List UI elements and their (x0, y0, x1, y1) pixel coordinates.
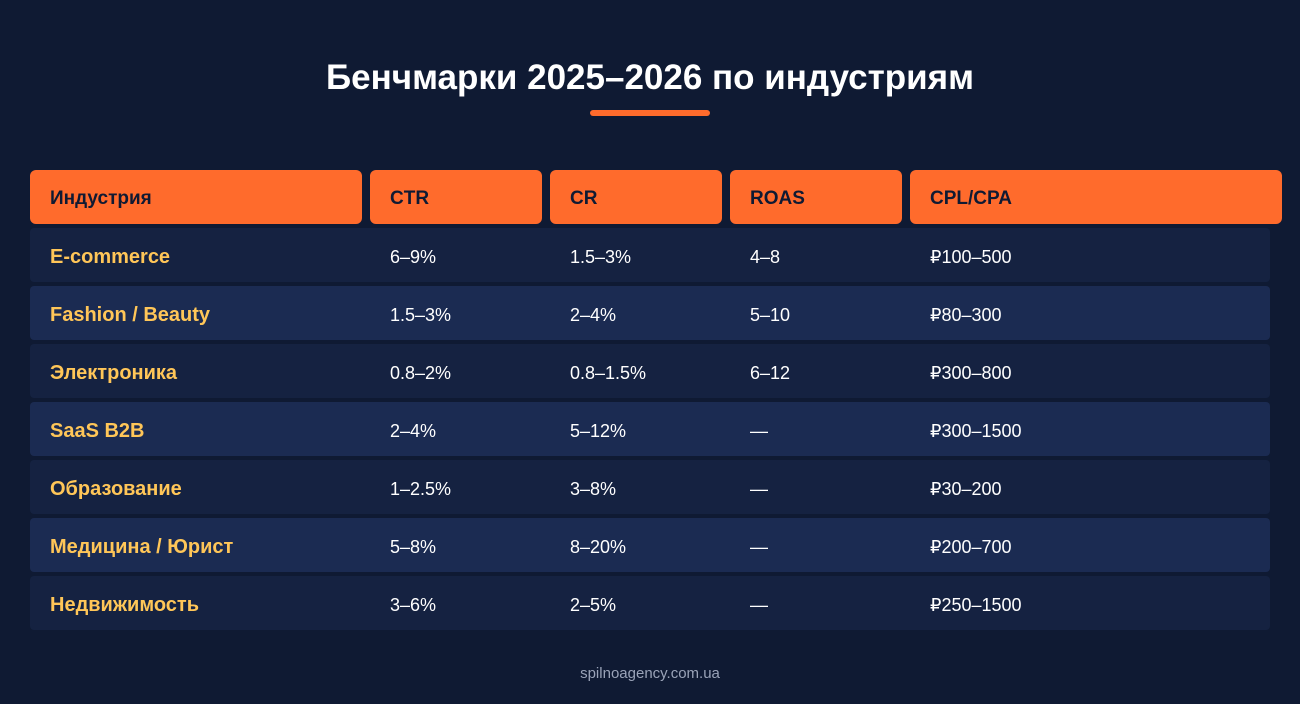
table-row: Электроника 0.8–2% 0.8–1.5% 6–12 ₽300–800 (30, 344, 1270, 398)
table-row: Образование 1–2.5% 3–8% — ₽30–200 (30, 460, 1270, 514)
cell-industry: E-commerce (50, 246, 171, 268)
cell-roas: — (750, 595, 768, 615)
cell-roas: — (750, 537, 768, 557)
cell-cr: 2–5% (570, 595, 617, 615)
cell-ctr: 5–8% (390, 537, 437, 557)
cell-roas: 4–8 (750, 247, 781, 267)
cell-cpl-cpa: ₽250–1500 (930, 595, 1022, 615)
header-roas: ROAS (730, 170, 902, 224)
cell-cr: 2–4% (570, 305, 617, 325)
table-row: Fashion / Beauty 1.5–3% 2–4% 5–10 ₽80–300 (30, 286, 1270, 340)
cell-cr: 5–12% (570, 421, 627, 441)
table-row: Медицина / Юрист 5–8% 8–20% — ₽200–700 (30, 518, 1270, 572)
cell-cpl-cpa: ₽80–300 (930, 305, 1002, 325)
table-row: Недвижимость 3–6% 2–5% — ₽250–1500 (30, 576, 1270, 630)
cell-ctr: 0.8–2% (390, 363, 452, 383)
header-industry: Индустрия (30, 170, 362, 224)
cell-cr: 1.5–3% (570, 247, 632, 267)
cell-cpl-cpa: ₽300–1500 (930, 421, 1022, 441)
table-header: Индустрия CTR CR ROAS CPL/CPA (30, 170, 1282, 224)
cell-cr: 3–8% (570, 479, 617, 499)
cell-roas: — (750, 421, 768, 441)
cell-industry: SaaS B2B (50, 420, 145, 442)
cell-industry: Недвижимость (50, 594, 200, 616)
cell-roas: 5–10 (750, 305, 791, 325)
cell-cpl-cpa: ₽300–800 (930, 363, 1012, 383)
cell-ctr: 1–2.5% (390, 479, 452, 499)
footer-site: spilnoagency.com.ua (580, 665, 720, 682)
table-row: E-commerce 6–9% 1.5–3% 4–8 ₽100–500 (30, 228, 1270, 282)
title-underline (590, 110, 710, 116)
header-cpl-cpa: CPL/CPA (910, 170, 1282, 224)
cell-industry: Электроника (50, 362, 178, 384)
cell-industry: Образование (50, 478, 182, 500)
cell-ctr: 3–6% (390, 595, 437, 615)
header-cr: CR (550, 170, 722, 224)
header-ctr: CTR (370, 170, 542, 224)
cell-industry: Медицина / Юрист (50, 536, 234, 558)
cell-cpl-cpa: ₽30–200 (930, 479, 1002, 499)
cell-cr: 0.8–1.5% (570, 363, 647, 383)
table-row: SaaS B2B 2–4% 5–12% — ₽300–1500 (30, 402, 1270, 456)
cell-ctr: 2–4% (390, 421, 437, 441)
cell-industry: Fashion / Beauty (50, 304, 211, 326)
cell-roas: — (750, 479, 768, 499)
cell-cpl-cpa: ₽200–700 (930, 537, 1012, 557)
page-title: Бенчмарки 2025–2026 по индустриям (326, 58, 974, 97)
cell-cr: 8–20% (570, 537, 627, 557)
cell-cpl-cpa: ₽100–500 (930, 247, 1012, 267)
cell-ctr: 1.5–3% (390, 305, 452, 325)
benchmarks-table: Индустрия CTR CR ROAS CPL/CPA E-commerce… (30, 170, 1282, 630)
cell-roas: 6–12 (750, 363, 791, 383)
cell-ctr: 6–9% (390, 247, 437, 267)
